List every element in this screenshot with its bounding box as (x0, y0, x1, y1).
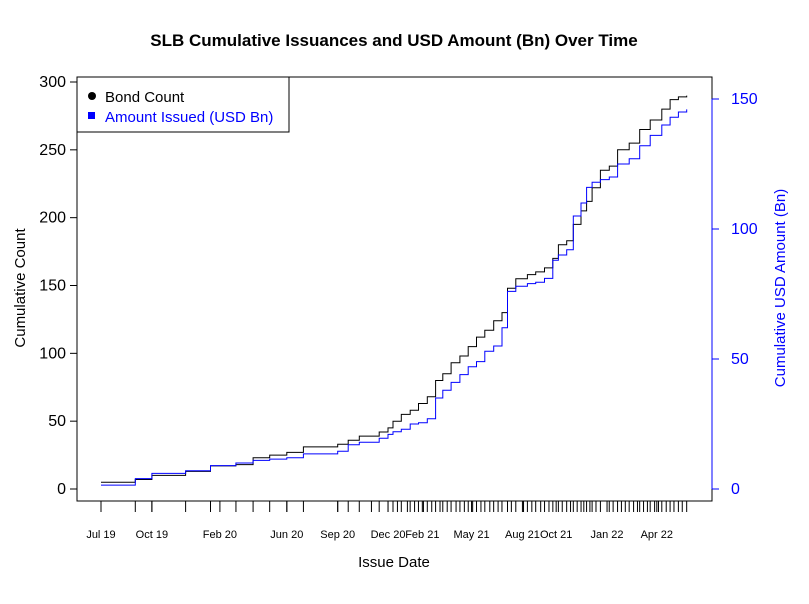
axis-layer: 0 50 100 150 200 250 300 0 50 100 150 Jul 19 Oct 19 F… (39, 74, 758, 541)
y-right-tick-label: 150 (731, 91, 758, 108)
x-tick-label: Dec 20 (371, 529, 406, 541)
x-tick-label: Oct 21 (540, 529, 572, 541)
plot-layer (101, 95, 688, 486)
y-left-tick-label: 100 (39, 345, 66, 362)
series-line-bond-count (101, 95, 688, 483)
legend-label-amount-issued: Amount Issued (USD Bn) (105, 109, 273, 126)
x-tick-label: Oct 19 (136, 529, 168, 541)
legend-box (76, 76, 290, 133)
series-line-amount-issued-usd-bn (101, 109, 688, 486)
legend-label-bond-count: Bond Count (105, 89, 185, 106)
legend-marker-bond-count (88, 92, 96, 100)
y-left-tick-label: 300 (39, 74, 66, 91)
x-tick-label: Jan 22 (591, 529, 624, 541)
y-left-tick-label: 0 (57, 481, 66, 498)
x-tick-label: Aug 21 (505, 529, 540, 541)
x-tick-label: Jul 19 (86, 529, 115, 541)
plot-frame (76, 76, 713, 502)
x-axis-label: Issue Date (358, 554, 430, 571)
y-right-tick-label: 50 (731, 351, 749, 368)
x-tick-label: Feb 20 (203, 529, 237, 541)
y-axis-right-label: Cumulative USD Amount (Bn) (772, 189, 789, 387)
y-left-tick-label: 200 (39, 210, 66, 227)
x-tick-label: Apr 22 (641, 529, 673, 541)
y-right-tick-label: 100 (731, 221, 758, 238)
legend-marker-amount-issued (88, 112, 95, 119)
legend: Bond Count Amount Issued (USD Bn) (76, 76, 290, 133)
x-tick-label: Sep 20 (320, 529, 355, 541)
x-tick-label: May 21 (454, 529, 490, 541)
y-left-tick-label: 250 (39, 142, 66, 159)
y-left-tick-label: 150 (39, 278, 66, 295)
y-left-tick-label: 50 (48, 413, 66, 430)
y-right-tick-label: 0 (731, 481, 740, 498)
x-tick-label: Jun 20 (270, 529, 303, 541)
y-axis-left-label: Cumulative Count (12, 228, 29, 348)
chart-title: SLB Cumulative Issuances and USD Amount … (150, 31, 637, 50)
x-tick-label: Feb 21 (405, 529, 439, 541)
